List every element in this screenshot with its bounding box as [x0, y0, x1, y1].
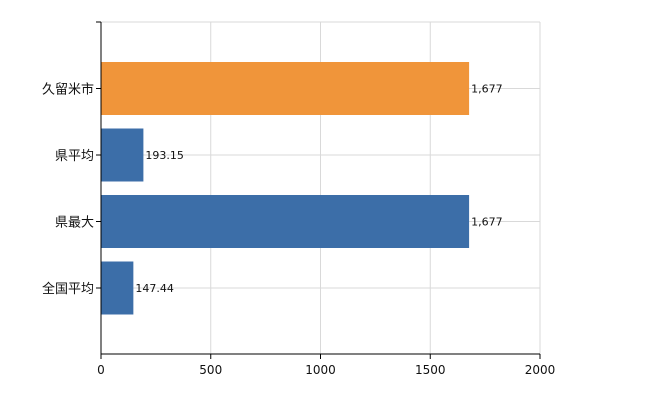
- data-label: 193.15: [145, 149, 184, 162]
- x-tick-label: 1500: [415, 363, 446, 377]
- x-tick-label: 1000: [305, 363, 336, 377]
- category-label: 久留米市: [42, 82, 94, 98]
- bar-2: [101, 195, 470, 248]
- x-tick-label: 0: [97, 363, 105, 377]
- category-label: 県平均: [55, 149, 94, 164]
- x-tick-label: 500: [199, 363, 222, 377]
- data-label: 1,677: [471, 83, 503, 96]
- data-label: 147.44: [135, 282, 174, 295]
- category-label: 全国平均: [42, 281, 94, 297]
- labels: 1,677 久留米市 193.15 県平均 1,677 県最大 147.44 全国平均 0 500…: [42, 82, 555, 378]
- bar-3: [101, 261, 134, 315]
- bars: [101, 62, 470, 315]
- category-label: 県最大: [55, 216, 94, 231]
- bar-0: [101, 62, 470, 115]
- x-tick-label: 2000: [525, 363, 556, 377]
- axes: [96, 21, 541, 359]
- bar-1: [101, 128, 144, 182]
- data-label: 1,677: [471, 216, 503, 229]
